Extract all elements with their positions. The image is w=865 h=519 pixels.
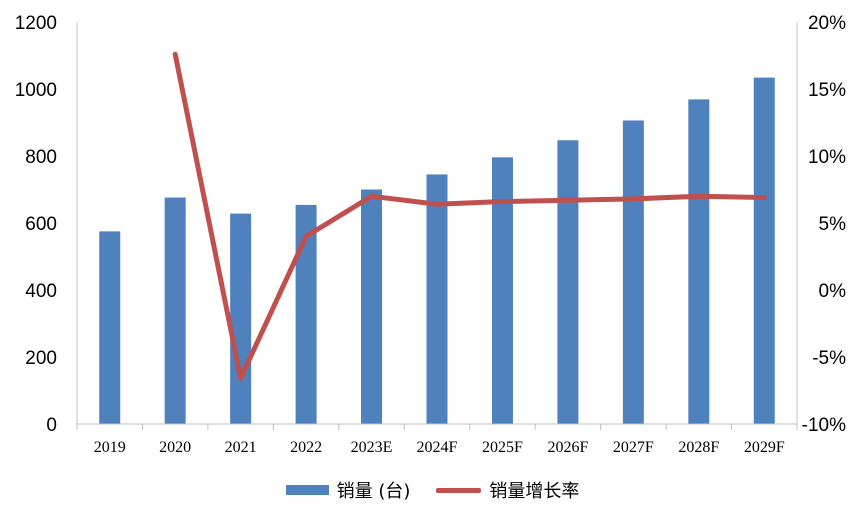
y-left-tick-label: 800 xyxy=(25,147,57,168)
x-tick-label: 2028F xyxy=(678,439,719,456)
y-left-tick-label: 0 xyxy=(46,415,57,436)
legend-swatch-bar xyxy=(285,485,329,495)
x-tick-label: 2025F xyxy=(482,439,523,456)
axes-layer xyxy=(76,22,798,430)
x-tick-label: 2029F xyxy=(744,439,785,456)
y-right-tick-label: 5% xyxy=(819,214,847,235)
growth-line xyxy=(172,51,767,381)
y-left-tick-label: 1000 xyxy=(15,80,57,101)
bar-2026F xyxy=(557,140,579,424)
x-tick-label: 2021 xyxy=(225,439,257,456)
bar-2029F xyxy=(753,77,775,425)
bar-2020 xyxy=(164,197,186,424)
x-tick-label: 2026F xyxy=(547,439,588,456)
bars-layer xyxy=(99,77,775,425)
line-layer xyxy=(172,51,767,381)
y-left-tick-label: 1200 xyxy=(15,13,57,34)
bar-2028F xyxy=(688,99,710,424)
bar-2021 xyxy=(230,213,252,424)
bar-2025F xyxy=(491,157,513,424)
x-tick-label: 2022 xyxy=(290,439,322,456)
bar-2022 xyxy=(295,204,317,424)
y-right-tick-label: 10% xyxy=(808,147,846,168)
bar-2019 xyxy=(99,231,121,424)
y-right-tick-label: -5% xyxy=(812,348,846,369)
x-tick-label: 2024F xyxy=(417,439,458,456)
legend-item-sales: 销量 (台) xyxy=(285,477,411,503)
y-left-tick-label: 200 xyxy=(25,348,57,369)
y-right-tick-label: 20% xyxy=(808,13,846,34)
bar-2024F xyxy=(426,174,448,424)
y-right-tick-label: 15% xyxy=(808,80,846,101)
x-tick-label: 2027F xyxy=(613,439,654,456)
y-right-tick-label: 0% xyxy=(819,281,847,302)
legend-label-sales: 销量 (台) xyxy=(336,481,411,502)
legend: 销量 (台) 销量增长率 xyxy=(0,476,865,504)
x-tick-label: 2023E xyxy=(351,439,393,456)
y-right-tick-label: -10% xyxy=(802,415,846,436)
legend-label-growth: 销量增长率 xyxy=(489,481,580,502)
y-left-tick-label: 600 xyxy=(25,214,57,235)
x-tick-label: 2020 xyxy=(159,439,191,456)
x-tick-label: 2019 xyxy=(94,439,126,456)
bar-2023E xyxy=(361,189,383,424)
ticks-layer: 0 200 400 600 800 1000 1200 -10% -5% 0% 5% 10% 15% 20… xyxy=(15,13,846,456)
legend-item-growth: 销量增长率 xyxy=(436,477,579,503)
bar-2027F xyxy=(622,120,644,425)
y-left-tick-label: 400 xyxy=(25,281,57,302)
legend-swatch-line xyxy=(436,487,482,493)
